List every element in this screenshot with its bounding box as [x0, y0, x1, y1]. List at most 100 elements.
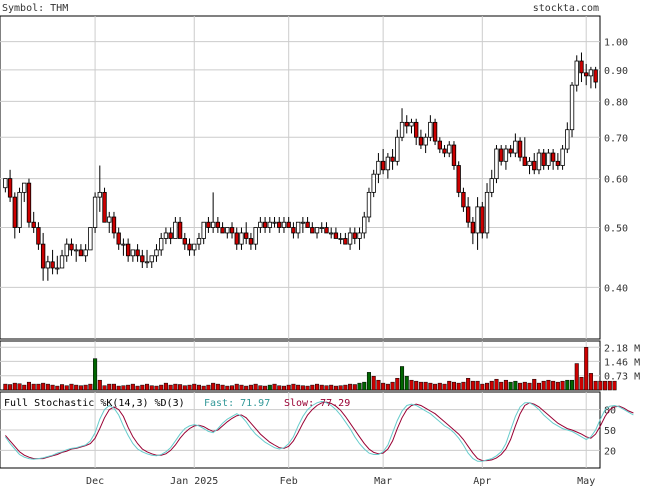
volume-bars: [3, 347, 617, 391]
candle-body: [333, 232, 339, 239]
volume-bar: [489, 380, 494, 391]
stochastic-fast-line: [4, 400, 634, 462]
candle-body: [371, 173, 376, 193]
volume-bar: [362, 381, 367, 391]
volume-bar: [83, 384, 88, 391]
volume-bar: [50, 384, 55, 391]
candle-body: [168, 232, 173, 239]
candle-body: [579, 60, 584, 74]
volume-bar: [593, 380, 598, 391]
candle-body: [102, 191, 107, 223]
volume-bar: [60, 384, 65, 391]
candle-body: [173, 221, 178, 239]
stochastic-fast-value: Fast: 71.97: [204, 398, 270, 409]
candle-body: [187, 243, 192, 251]
volume-bar: [584, 347, 589, 391]
volume-bar: [263, 385, 268, 391]
price-tick-label: 0.80: [604, 97, 628, 108]
volume-bar: [395, 377, 400, 391]
candle-body: [182, 238, 187, 245]
price-panel: 1.00 0.90 0.80 0.70 0.60 0.50 0.40: [0, 15, 628, 340]
candle-body: [88, 227, 93, 251]
volume-bar: [192, 383, 197, 391]
symbol-label: Symbol: THM: [2, 3, 68, 14]
volume-bar: [45, 383, 50, 391]
volume-bar: [244, 385, 249, 391]
volume-bar: [338, 385, 343, 391]
candle-body: [546, 152, 551, 166]
price-tick-label: 1.00: [604, 38, 628, 49]
date-tick-label: Mar: [374, 476, 392, 486]
candle-body: [64, 243, 69, 257]
volume-bar: [470, 380, 475, 391]
price-tick-label: 0.70: [604, 133, 628, 144]
candle-body: [574, 60, 579, 86]
volume-bar: [485, 382, 490, 391]
candle-body: [144, 261, 150, 264]
volume-bar: [451, 381, 456, 391]
candle-body: [338, 238, 343, 240]
volume-bar: [111, 383, 116, 391]
candle-body: [92, 196, 98, 228]
candle-body: [40, 243, 46, 269]
stochastic-panel: 80 50 20 Full Stochastic %K(14,3) %D(3) Fa…: [0, 391, 634, 469]
volume-bar: [93, 358, 98, 391]
volume-bar: [423, 381, 428, 391]
candle-body: [314, 227, 320, 234]
candle-body: [258, 221, 263, 228]
candle-body: [503, 148, 509, 162]
candle-body: [125, 243, 131, 257]
candle-body: [584, 72, 589, 77]
volume-bar: [163, 382, 168, 391]
volume-bar: [88, 383, 93, 391]
stochastic-tick-label: 20: [604, 446, 616, 457]
volume-bar: [220, 384, 225, 391]
volume-bar: [253, 383, 258, 391]
candle-body: [22, 182, 27, 193]
volume-bar: [22, 384, 27, 391]
volume-bar: [518, 382, 523, 391]
site-name[interactable]: stockta.com: [533, 3, 599, 14]
volume-bar: [527, 382, 532, 391]
volume-bar: [154, 385, 159, 391]
candle-body: [555, 160, 561, 166]
candle-body: [248, 238, 254, 245]
volume-bar: [196, 384, 201, 391]
volume-bar: [400, 366, 405, 391]
volume-bar: [206, 384, 211, 391]
candle-body: [206, 221, 211, 228]
candle-body: [442, 148, 447, 154]
volume-bar: [480, 383, 485, 391]
candle-body: [484, 191, 490, 234]
volume-bar: [560, 380, 565, 391]
candle-body: [414, 121, 419, 138]
candle-body: [277, 221, 282, 228]
volume-bar: [17, 383, 22, 391]
candle-body: [447, 144, 452, 154]
candle-body: [380, 160, 386, 171]
volume-axis-labels: 2.18 M 1.46 M 0.73 M: [604, 343, 640, 382]
candle-body: [300, 221, 306, 224]
candle-body: [192, 243, 197, 251]
candle-body: [201, 221, 206, 239]
volume-bar: [503, 379, 508, 391]
candle-body: [343, 238, 348, 245]
candle-body: [347, 232, 353, 245]
stochastic-tick-label: 50: [604, 426, 616, 437]
volume-bar: [494, 378, 499, 391]
candle-body: [352, 232, 357, 239]
candle-body: [499, 148, 504, 162]
volume-bar: [499, 381, 504, 391]
volume-bar: [366, 372, 371, 391]
volume-bar: [352, 384, 357, 391]
price-tick-label: 0.60: [604, 175, 628, 186]
candle-body: [536, 152, 542, 171]
candle-body: [404, 121, 409, 127]
price-axis-labels: 1.00 0.90 0.80 0.70 0.60 0.50 0.40: [604, 38, 628, 295]
candle-body: [107, 216, 112, 223]
volume-bar: [428, 382, 433, 391]
volume-bar: [333, 385, 338, 391]
price-tick-label: 0.50: [604, 224, 628, 235]
candle-body: [465, 206, 471, 223]
volume-bar: [211, 382, 216, 391]
